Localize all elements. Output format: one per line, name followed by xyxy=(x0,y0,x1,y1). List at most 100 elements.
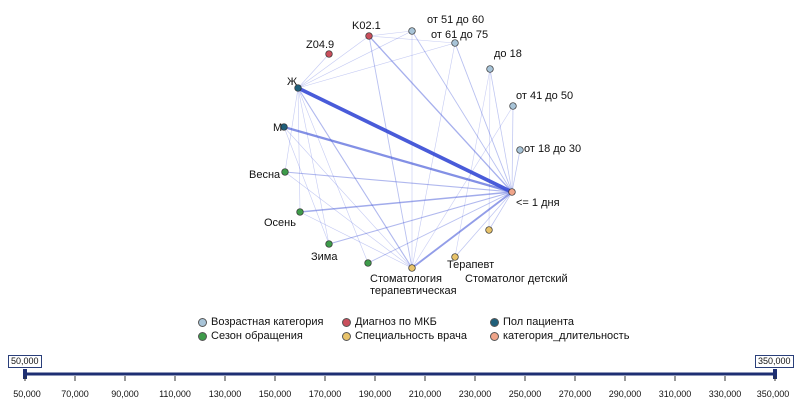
node-male[interactable] xyxy=(280,123,288,131)
legend-item: категория_длительность xyxy=(490,330,638,342)
legend-swatch xyxy=(198,317,207,327)
edge-age_18_30-le1day xyxy=(511,149,521,193)
node-label-stom_ther: Стоматология терапевтическая xyxy=(370,273,457,297)
node-label-Z04.9: Z04.9 xyxy=(306,39,334,51)
range-tick-label: 290,000 xyxy=(609,389,642,399)
node-label-winter: Зима xyxy=(311,251,338,263)
range-axis: 50,000 70,000 90,000 110,000 130,000 150,000 1… xyxy=(13,369,790,399)
node-autumn[interactable] xyxy=(296,208,304,216)
edge-age_51_60-le1day xyxy=(411,30,513,193)
edge-age_61_75-le1day xyxy=(454,42,513,193)
node-female[interactable] xyxy=(294,84,302,92)
edge-female-stom_ther xyxy=(297,87,413,269)
node-age_18[interactable] xyxy=(486,65,494,73)
edge-female-age_51_60 xyxy=(297,30,413,89)
edge-autumn-stom_ther xyxy=(299,211,413,269)
edge-female-le1day xyxy=(297,86,513,194)
range-handle-left[interactable] xyxy=(23,369,27,379)
edge-male-le1day xyxy=(283,125,513,194)
node-le1day[interactable] xyxy=(508,188,516,196)
range-tick-label: 250,000 xyxy=(509,389,542,399)
legend-swatch xyxy=(342,331,351,341)
legend-label: категория_длительность xyxy=(503,330,630,342)
edge-K02.1-stom_ther xyxy=(368,35,413,269)
legend-swatch xyxy=(198,331,207,341)
range-tick-label: 130,000 xyxy=(209,389,242,399)
node-stom_child[interactable] xyxy=(485,226,493,234)
node-label-stom_child: Стоматолог детский xyxy=(465,273,568,285)
legend-label: Специальность врача xyxy=(355,330,467,342)
legend-item: Возрастная категория xyxy=(198,316,342,328)
node-label-age_51_60: от 51 до 60 xyxy=(427,14,484,26)
range-tick-label: 190,000 xyxy=(359,389,392,399)
legend-label: Сезон обращения xyxy=(211,330,303,342)
node-label-spring: Весна xyxy=(249,169,281,181)
range-tick-label: 350,000 xyxy=(757,389,790,399)
range-max-label[interactable]: 350,000 xyxy=(755,355,794,368)
node-winter[interactable] xyxy=(325,240,333,248)
legend-swatch xyxy=(342,317,351,327)
edge-female-summer xyxy=(297,87,369,264)
node-therapist[interactable] xyxy=(451,253,459,261)
node-label-le1day: <= 1 дня xyxy=(516,197,560,209)
legend-label: Диагноз по МКБ xyxy=(355,316,437,328)
node-age_61_75[interactable] xyxy=(451,39,459,47)
edge-K02.1-age_61_75 xyxy=(368,35,456,44)
edge-therapist-age_18 xyxy=(454,68,491,258)
edge-winter-le1day xyxy=(328,191,513,245)
node-age_41_50[interactable] xyxy=(509,102,517,110)
edge-female-winter xyxy=(297,87,330,245)
edge-male-stom_ther xyxy=(283,126,413,269)
legend-item: Сезон обращения xyxy=(198,330,342,342)
range-tick-label: 310,000 xyxy=(659,389,692,399)
legend-item: Пол пациента xyxy=(490,316,638,328)
node-label-age_18_30: от 18 до 30 xyxy=(524,143,581,155)
node-summer[interactable] xyxy=(364,259,372,267)
node-label-K02.1: K02.1 xyxy=(352,20,381,32)
edge-female-Z04.9 xyxy=(297,53,330,89)
range-tick-label: 170,000 xyxy=(309,389,342,399)
edge-K02.1-le1day xyxy=(368,35,513,193)
range-tick-label: 150,000 xyxy=(259,389,292,399)
legend-item: Диагноз по МКБ xyxy=(342,316,490,328)
range-tick-label: 110,000 xyxy=(159,389,191,399)
node-spring[interactable] xyxy=(281,168,289,176)
edge-female-spring xyxy=(284,87,299,173)
edge-therapist-le1day xyxy=(454,191,513,258)
legend-swatch xyxy=(490,317,499,327)
node-label-age_41_50: от 41 до 50 xyxy=(516,90,573,102)
node-label-age_18: до 18 xyxy=(494,48,522,60)
node-age_51_60[interactable] xyxy=(408,27,416,35)
node-stom_ther[interactable] xyxy=(408,264,416,272)
range-tick-label: 270,000 xyxy=(559,389,592,399)
edge-age_18-stom_child xyxy=(488,68,491,231)
edge-age_41_50-stom_ther xyxy=(411,105,514,269)
range-handle-right[interactable] xyxy=(773,369,777,379)
edge-male-winter xyxy=(283,126,330,245)
node-label-age_61_75: от 61 до 75 xyxy=(431,29,488,41)
edge-female-age_61_75 xyxy=(297,42,456,89)
range-tick-label: 70,000 xyxy=(61,389,89,399)
node-Z04.9[interactable] xyxy=(325,50,333,58)
range-tick-label: 50,000 xyxy=(13,389,41,399)
range-tick-label: 230,000 xyxy=(459,389,492,399)
edge-autumn-le1day xyxy=(299,191,513,213)
node-K02.1[interactable] xyxy=(365,32,373,40)
node-label-autumn: Осень xyxy=(264,217,296,229)
edge-female-K02.1 xyxy=(297,35,370,89)
edge-stom_child-le1day xyxy=(488,191,513,231)
edge-spring-stom_ther xyxy=(284,171,413,269)
range-min-label[interactable]: 50,000 xyxy=(8,355,42,368)
range-tick-label: 330,000 xyxy=(709,389,742,399)
edge-K02.1-age_51_60 xyxy=(368,30,413,37)
node-age_18_30[interactable] xyxy=(516,146,524,154)
edge-age_41_50-le1day xyxy=(511,105,514,193)
node-label-female: Ж xyxy=(287,76,297,88)
range-tick-label: 210,000 xyxy=(409,389,442,399)
range-slider[interactable]: 50,000 70,000 90,000 110,000 130,000 150,000 1… xyxy=(0,350,801,405)
legend-swatch xyxy=(490,331,499,341)
edge-age_18-le1day xyxy=(489,68,513,193)
edge-stom_ther-le1day xyxy=(411,191,513,269)
edge-summer-le1day xyxy=(367,191,513,264)
